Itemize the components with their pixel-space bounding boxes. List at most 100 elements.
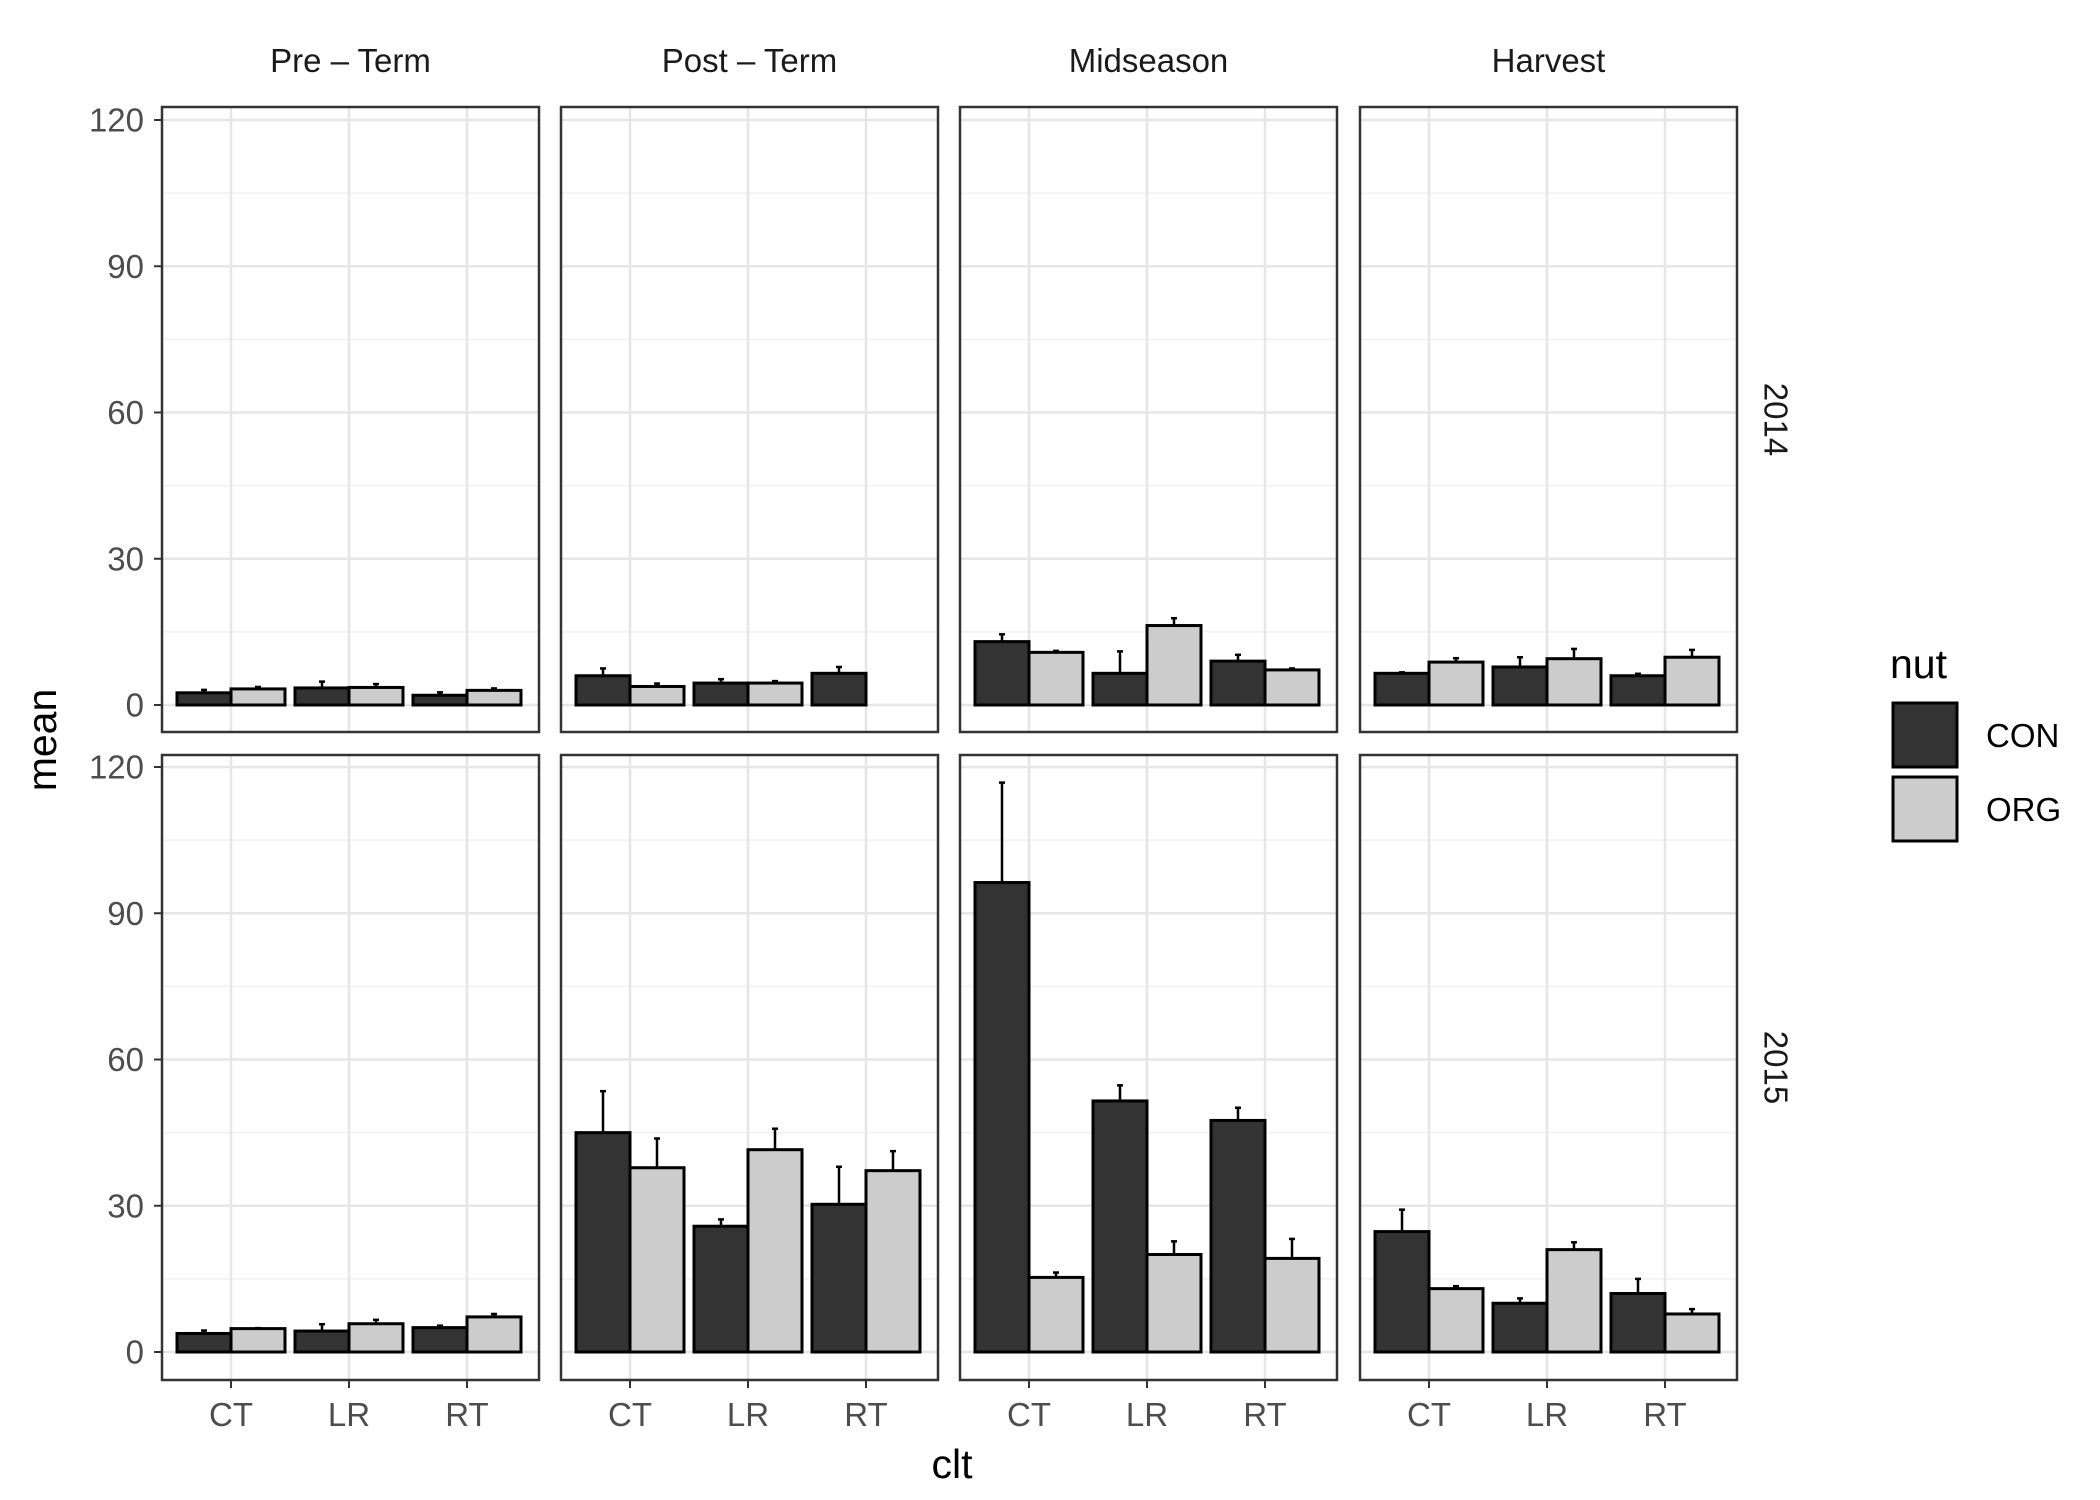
y-tick-label: 90 bbox=[107, 895, 144, 932]
bar-org-lr bbox=[1145, 624, 1203, 707]
bar-con-ct bbox=[973, 881, 1031, 1354]
legend-key-con bbox=[1891, 701, 1959, 769]
strip-label-post-term: Post – Term bbox=[662, 42, 837, 79]
bar-con-lr bbox=[1091, 671, 1149, 707]
error-bar bbox=[1571, 647, 1577, 659]
bar-con-ct bbox=[1373, 1230, 1431, 1354]
bar-con-lr bbox=[293, 1329, 351, 1354]
y-axis-title: mean bbox=[19, 689, 65, 792]
bar-con-rt bbox=[1609, 674, 1667, 707]
error-bar bbox=[1117, 1084, 1123, 1101]
error-bar bbox=[1117, 650, 1123, 674]
error-bar bbox=[654, 1137, 660, 1168]
bar-org-ct bbox=[628, 684, 686, 707]
x-tick-label: LR bbox=[1126, 1396, 1168, 1433]
legend-label-org: ORG bbox=[1986, 791, 2061, 828]
bar-con-lr bbox=[1491, 665, 1549, 707]
bar-org-rt bbox=[864, 1169, 922, 1354]
panel-2015-post-term bbox=[559, 753, 940, 1382]
bar-con-lr bbox=[1091, 1099, 1149, 1354]
y-tick-label: 30 bbox=[107, 1187, 144, 1224]
panel-2014-post-term bbox=[559, 105, 940, 734]
bar-con-ct bbox=[175, 1331, 233, 1354]
error-bar bbox=[1235, 1106, 1241, 1121]
bar-org-lr bbox=[746, 1148, 804, 1354]
panel-border bbox=[958, 753, 1339, 1382]
panel-2014-pre-term bbox=[160, 105, 541, 734]
y-tick-label: 120 bbox=[89, 102, 144, 139]
bar-con-ct bbox=[973, 640, 1031, 707]
bar-org-ct bbox=[628, 1166, 686, 1354]
bar-con-ct bbox=[1373, 671, 1431, 707]
error-bar bbox=[890, 1149, 896, 1171]
bar-org-rt bbox=[465, 1315, 523, 1354]
x-axis-title: clt bbox=[932, 1441, 974, 1487]
panels-layer bbox=[160, 105, 1739, 1382]
bar-con-lr bbox=[692, 681, 750, 707]
panel-border bbox=[559, 753, 940, 1382]
bar-con-lr bbox=[692, 1224, 750, 1354]
panel-border bbox=[958, 105, 1339, 734]
x-tick-label: LR bbox=[727, 1396, 769, 1433]
panel-border bbox=[1358, 753, 1739, 1382]
bar-con-rt bbox=[411, 1326, 469, 1354]
bar-con-rt bbox=[1609, 1292, 1667, 1354]
panel-background bbox=[1360, 107, 1737, 732]
x-tick-label: LR bbox=[1526, 1396, 1568, 1433]
bar-org-ct bbox=[229, 1327, 287, 1354]
y-tick-label: 30 bbox=[107, 540, 144, 577]
bar-con-rt bbox=[1209, 659, 1267, 707]
panel-border bbox=[160, 753, 541, 1382]
y-tick-label: 120 bbox=[89, 749, 144, 786]
bar-org-rt bbox=[1663, 1312, 1721, 1354]
bar-org-rt bbox=[1263, 1256, 1321, 1354]
legend-title: nut bbox=[1890, 641, 1948, 687]
bar-con-rt bbox=[411, 693, 469, 707]
bar-org-lr bbox=[746, 681, 804, 707]
bar-con-lr bbox=[1491, 1301, 1549, 1354]
strip-label-pre-term: Pre – Term bbox=[270, 42, 431, 79]
bar-org-ct bbox=[229, 687, 287, 707]
panel-background bbox=[162, 755, 539, 1380]
bar-org-lr bbox=[347, 685, 405, 707]
x-tick-label: LR bbox=[328, 1396, 370, 1433]
error-bar bbox=[1171, 1240, 1177, 1255]
bar-org-ct bbox=[1427, 660, 1485, 707]
y-tick-label: 0 bbox=[126, 1334, 144, 1371]
bar-con-ct bbox=[574, 1131, 632, 1354]
x-tick-label: RT bbox=[445, 1396, 488, 1433]
panel-2015-harvest bbox=[1358, 753, 1739, 1382]
bar-org-rt bbox=[465, 688, 523, 707]
bar-org-ct bbox=[1427, 1287, 1485, 1354]
y-tick-label: 60 bbox=[107, 1041, 144, 1078]
strip-label-midseason: Midseason bbox=[1069, 42, 1229, 79]
error-bar bbox=[600, 1089, 606, 1133]
error-bar bbox=[1399, 1208, 1405, 1232]
strip-label-harvest: Harvest bbox=[1492, 42, 1606, 79]
x-tick-label: CT bbox=[1407, 1396, 1451, 1433]
bar-org-lr bbox=[347, 1322, 405, 1354]
panel-2015-pre-term bbox=[160, 753, 541, 1382]
bar-con-ct bbox=[574, 674, 632, 707]
error-bar bbox=[1289, 1237, 1295, 1259]
panel-border bbox=[1358, 105, 1739, 734]
y-tick-label: 60 bbox=[107, 394, 144, 431]
legend-key-org bbox=[1891, 775, 1959, 843]
bar-org-lr bbox=[1145, 1253, 1203, 1354]
bar-con-lr bbox=[293, 686, 351, 707]
y-tick-label: 0 bbox=[126, 687, 144, 724]
x-tick-label: RT bbox=[844, 1396, 887, 1433]
strip-label-2014: 2014 bbox=[1758, 383, 1795, 456]
bar-con-rt bbox=[810, 1202, 868, 1354]
x-tick-label: RT bbox=[1643, 1396, 1686, 1433]
panel-2014-midseason bbox=[958, 105, 1339, 734]
bar-con-rt bbox=[810, 671, 868, 707]
panel-border bbox=[160, 105, 541, 734]
x-tick-label: CT bbox=[1007, 1396, 1051, 1433]
bar-org-ct bbox=[1027, 650, 1085, 707]
bar-con-rt bbox=[1209, 1118, 1267, 1354]
legend-label-con: CON bbox=[1986, 717, 2059, 754]
axes-layer: 0 30 60 90 120 0 30 60 90 120 CT LR RT CT LR RT CT LR RT CT… bbox=[89, 102, 1687, 1434]
strip-label-2015: 2015 bbox=[1758, 1031, 1795, 1104]
